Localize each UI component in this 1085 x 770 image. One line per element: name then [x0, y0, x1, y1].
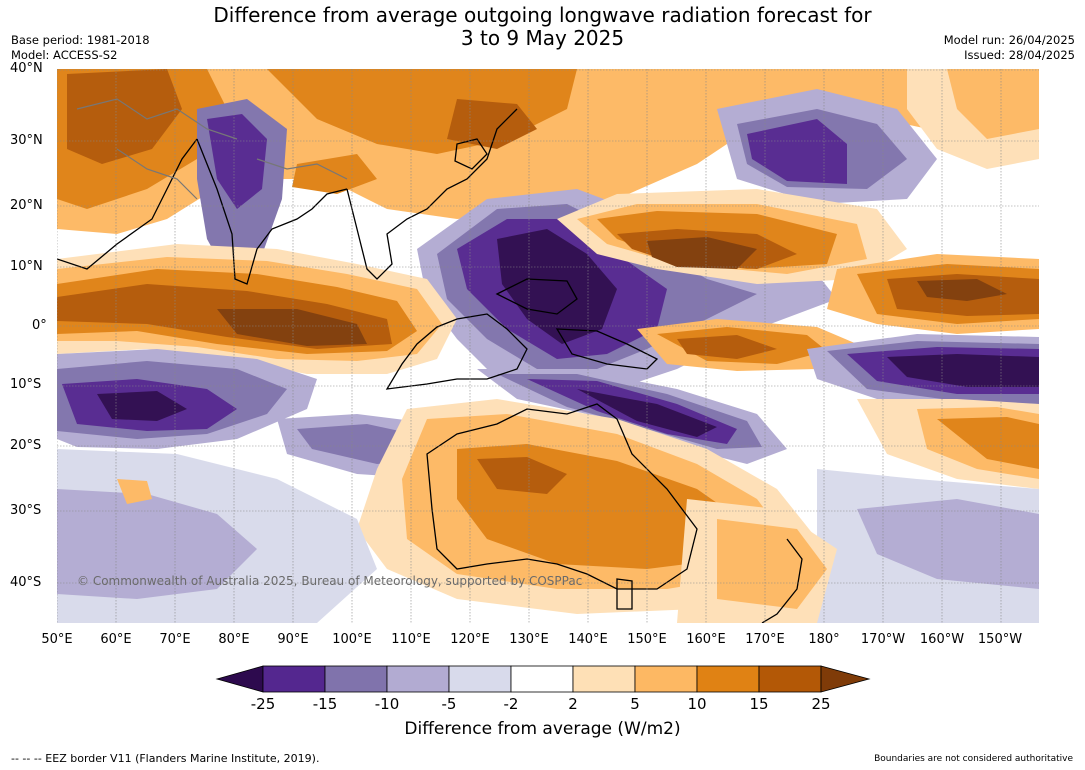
colorbar-swatch-2	[324, 665, 388, 693]
lon-label-60e: 60°E	[100, 632, 132, 647]
map-canvas	[57, 69, 1039, 623]
lon-label-70e: 70°E	[159, 632, 191, 647]
colorbar-swatch-4	[448, 665, 512, 693]
lon-label-170e: 170°E	[745, 632, 785, 647]
coastlines	[57, 108, 803, 623]
colorbar-tick-10: 25	[811, 695, 831, 713]
lat-label-equator: 0°	[32, 318, 47, 333]
meta-right: Model run: 26/04/2025 Issued: 28/04/2025	[944, 33, 1075, 63]
lat-label-30n: 30°N	[10, 133, 43, 148]
lat-label-10s: 10°S	[10, 377, 42, 392]
colorbar-swatch-6	[572, 665, 636, 693]
colorbar-swatch-10	[820, 665, 871, 693]
lat-label-20s: 20°S	[10, 438, 42, 453]
lon-label-180: 180°	[808, 632, 840, 647]
colorbar-tick-3: -10	[374, 695, 400, 713]
colorbar-swatch-8	[696, 665, 760, 693]
disclaimer-text: Boundaries are not considered authoritat…	[874, 754, 1073, 764]
lon-label-170w: 170°W	[860, 632, 906, 647]
lon-label-80e: 80°E	[218, 632, 250, 647]
lon-label-160e: 160°E	[686, 632, 726, 647]
lon-label-130e: 130°E	[509, 632, 549, 647]
title-line-1: Difference from average outgoing longwav…	[213, 3, 872, 27]
colorbar-tick-1: -25	[250, 695, 276, 713]
gridlines	[57, 69, 1039, 623]
model-text: Model: ACCESS-S2	[11, 48, 118, 62]
colorbar-swatch-5	[510, 665, 574, 693]
lat-label-40n: 40°N	[10, 61, 43, 76]
colorbar-tick-8: 10	[687, 695, 707, 713]
anomaly-fields	[57, 69, 1039, 623]
colorbar-tick-5: -2	[503, 695, 519, 713]
colorbar-tick-9: 15	[749, 695, 769, 713]
colorbar-swatch-3	[386, 665, 450, 693]
base-period-text: Base period: 1981-2018	[11, 33, 150, 47]
colorbar-label: Difference from average (W/m2)	[404, 719, 681, 739]
lat-label-40s: 40°S	[10, 575, 42, 590]
colorbar-swatch-7	[634, 665, 698, 693]
colorbar-tick-7: 5	[630, 695, 640, 713]
lon-label-160w: 160°W	[919, 632, 965, 647]
colorbar-swatch-0	[215, 665, 264, 693]
colorbar-tick-4: -5	[441, 695, 457, 713]
lat-label-10n: 10°N	[10, 259, 43, 274]
colorbar-swatch-9	[758, 665, 822, 693]
title-line-2: 3 to 9 May 2025	[460, 26, 625, 50]
lon-label-90e: 90°E	[277, 632, 309, 647]
anomaly-map	[57, 69, 1039, 623]
lon-label-150w: 150°W	[977, 632, 1023, 647]
borders	[76, 98, 348, 200]
colorbar	[215, 665, 871, 693]
meta-left: Base period: 1981-2018 Model: ACCESS-S2	[11, 33, 150, 63]
lon-label-100e: 100°E	[332, 632, 372, 647]
lon-label-120e: 120°E	[450, 632, 490, 647]
eez-legend-text: -- -- -- EEZ border V11 (Flanders Marine…	[11, 752, 320, 765]
colorbar-tick-2: -15	[312, 695, 338, 713]
lat-label-30s: 30°S	[10, 503, 42, 518]
colorbar-swatch-1	[262, 665, 326, 693]
model-run-text: Model run: 26/04/2025	[943, 33, 1075, 47]
copyright-text: © Commonwealth of Australia 2025, Bureau…	[77, 574, 583, 588]
lat-label-20n: 20°N	[10, 198, 43, 213]
lon-label-110e: 110°E	[391, 632, 431, 647]
lon-label-150e: 150°E	[627, 632, 667, 647]
lon-label-50e: 50°E	[41, 632, 73, 647]
colorbar-tick-6: 2	[568, 695, 578, 713]
map-title: Difference from average outgoing longwav…	[0, 4, 1085, 50]
issued-text: Issued: 28/04/2025	[964, 48, 1075, 62]
lon-label-140e: 140°E	[568, 632, 608, 647]
